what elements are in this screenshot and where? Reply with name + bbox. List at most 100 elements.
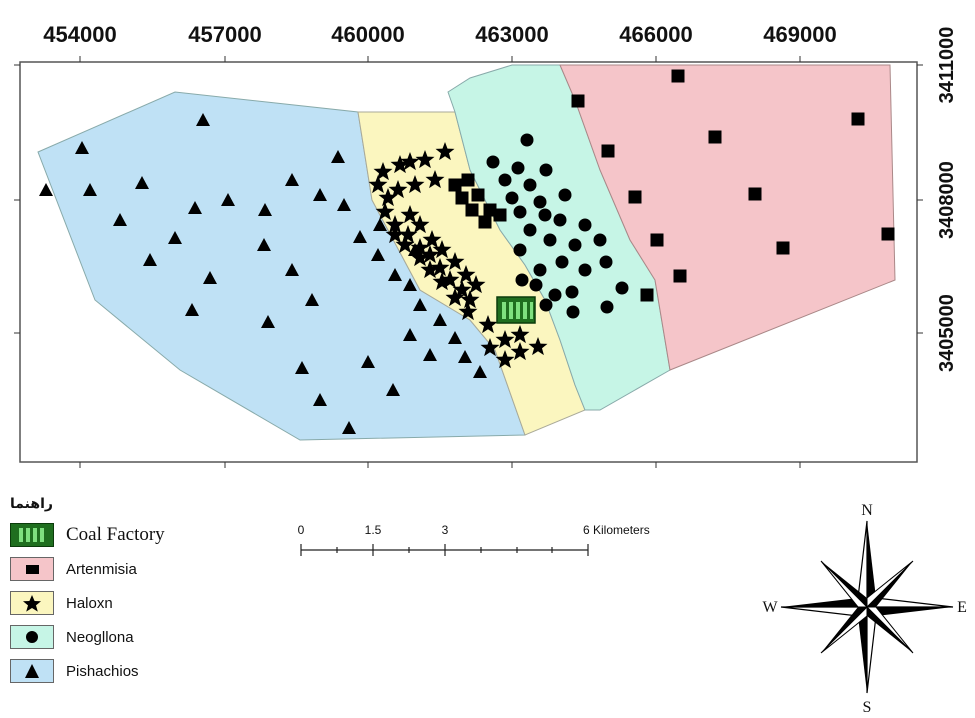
neogllona-circle [538,208,552,222]
neogllona-circle [600,300,614,314]
legend-label: Haloxn [66,594,113,612]
neogllona-circle [565,285,579,299]
haloxn-star [400,152,420,171]
pishachios-triangle [295,361,309,374]
haloxn-star [445,288,465,307]
pishachios-triangle [371,248,385,261]
haloxn-star [480,338,500,357]
neogllona-samples [486,133,629,319]
haloxn-star [378,188,398,207]
x-tick-label: 463000 [475,22,548,47]
neogllona-circle [498,173,512,187]
neogllona-circle [533,263,547,277]
artenmisia-square [650,233,664,247]
artenmisia-square [465,203,479,217]
haloxn-star [368,175,388,194]
x-tick-label: 454000 [43,22,116,47]
artenmisia-samples [448,69,895,302]
haloxn-star [400,205,420,224]
coal-factory-icon [496,296,536,324]
pishachios-triangle [39,183,53,196]
pishachios-triangle [285,173,299,186]
artenmisia-square [851,112,865,126]
neogllona-circle [515,273,529,287]
pishachios-triangle [388,268,402,281]
legend-label: Neogllona [66,628,134,646]
neogllona-circle [539,298,553,312]
artenmisia-square [461,173,475,187]
haloxn-star [385,215,405,234]
x-axis [14,56,923,468]
pishachios-triangle [135,176,149,189]
haloxn-star [405,175,425,194]
legend-row-haloxn: Haloxn [10,586,240,620]
artenmisia-square [671,69,685,83]
pishachios-triangle [113,213,127,226]
artenmisia-square [448,178,462,192]
haloxn-star [528,337,548,356]
neogllona-circle [513,243,527,257]
compass-south-label: S [863,699,872,716]
haloxn-star [435,142,455,161]
pishachios-triangle [413,298,427,311]
neogllona-circle [578,218,592,232]
compass-north-label: N [861,502,873,519]
y-tick-label: 3408000 [936,161,958,239]
y-tick-label: 3405000 [936,294,958,372]
haloxn-star [510,342,530,361]
artenmisia-square [640,288,654,302]
haloxn-star [420,245,440,264]
artenmisia-square [881,227,895,241]
pishachios-triangle [433,313,447,326]
pishachios-samples [39,113,487,434]
artenmisia-square [483,203,497,217]
pishachios-triangle [403,278,417,291]
neogllona-circle [578,263,592,277]
pishachios-triangle [458,350,472,363]
haloxn-star [410,238,430,257]
pishachios-triangle [185,303,199,316]
haloxn-star [373,162,393,181]
scale-label: 3 [442,523,449,537]
haloxn-star [456,265,476,284]
haloxn-star [466,275,486,294]
haloxn-star [415,150,435,169]
neogllona-circle [529,278,543,292]
haloxn-star [388,180,408,199]
artenmisia-square [601,144,615,158]
pishachios-triangle [361,355,375,368]
neogllona-circle [553,213,567,227]
haloxn-star [410,215,430,234]
legend-row-artenmisia: Artenmisia [10,552,240,586]
x-tick-label: 469000 [763,22,836,47]
neogllona-circle [615,281,629,295]
haloxn-star [398,225,418,244]
haloxn-star [495,330,515,349]
artenmisia-square [628,190,642,204]
pishachios-triangle [203,271,217,284]
pishachios-triangle [353,230,367,243]
coal-factory-swatch [10,523,54,547]
circle-icon [10,625,54,649]
scale-label: 1.5 [365,523,382,537]
pishachios-triangle [196,113,210,126]
neogllona-circle [566,305,580,319]
pishachios-triangle [313,188,327,201]
compass-west-label: W [762,599,778,616]
neogllona-circle [533,195,547,209]
scale-bar [300,544,589,556]
neogllona-circle [555,255,569,269]
haloxn-star [410,248,430,267]
pishachios-triangle [373,218,387,231]
artenmisia-square [571,94,585,108]
neogllona-circle [520,133,534,147]
neogllona-circle [513,205,527,219]
pishachios-triangle [448,331,462,344]
haloxn-star [510,325,530,344]
neogllona-circle [599,255,613,269]
scale-label: 6 Kilometers [583,523,650,537]
haloxn-samples [368,142,548,369]
pishachios-triangle [313,393,327,406]
pishachios-triangle [331,150,345,163]
